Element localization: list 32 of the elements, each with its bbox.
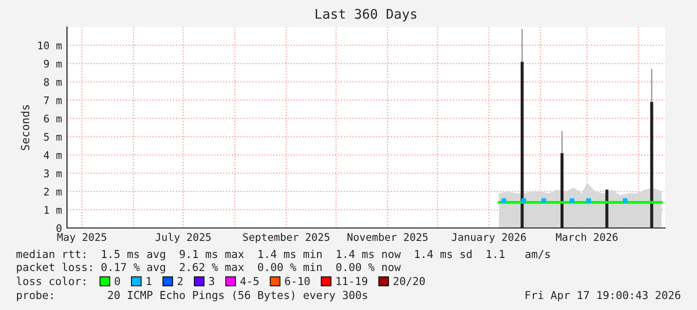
- legend-label: 0: [114, 276, 120, 286]
- text: Fri Apr 17 19:00:43 2026: [526, 290, 680, 302]
- x-tick-label: September 2025: [243, 232, 330, 243]
- y-tick-label: 10 m: [38, 42, 62, 50]
- legend-label: 1: [146, 277, 152, 286]
- legend-label: 3: [209, 276, 214, 286]
- chart-title: Last 360 Days: [316, 8, 416, 22]
- x-tick-label: January 2026: [452, 233, 526, 243]
- y-tick-label: 5 m: [44, 133, 62, 141]
- x-tick-label: May 2025: [57, 233, 106, 243]
- y-tick-label: 1 m: [44, 206, 62, 214]
- text: packet loss: 0.17 % avg 2.62 % max 0.00 % min 0.00 % now: [17, 262, 401, 274]
- legend-label: 11-19: [336, 276, 368, 286]
- legend-label: 2: [178, 276, 183, 286]
- y-tick-label: 9 m: [44, 60, 62, 68]
- x-tick-label: March 2026: [556, 232, 618, 241]
- y-tick-label: 3 m: [44, 169, 62, 178]
- legend-label: 6-10: [285, 276, 310, 286]
- x-tick-label: July 2025: [156, 232, 211, 243]
- y-tick-label: 8 m: [44, 78, 62, 86]
- text: probe: 20 ICMP Echo Pings (56 Bytes) every 300s: [17, 290, 368, 302]
- legend-label: 4-5: [240, 277, 259, 286]
- y-axis-title: Seconds: [20, 105, 30, 150]
- y-tick-label: 4 m: [44, 151, 62, 159]
- text: median rtt: 1.5 ms avg 9.1 ms max 1.4 ms min 1.4 ms now 1.4 ms sd 1.1 am/s: [16, 250, 550, 260]
- legend-label: 20/20: [394, 276, 425, 286]
- y-tick-label: 7 m: [44, 96, 62, 104]
- legend-title: loss color:: [16, 276, 86, 286]
- y-tick-label: 6 m: [44, 114, 62, 122]
- y-tick-label: 0: [56, 224, 62, 232]
- x-tick-label: November 2025: [348, 232, 428, 241]
- y-tick-label: 2 m: [44, 188, 62, 196]
